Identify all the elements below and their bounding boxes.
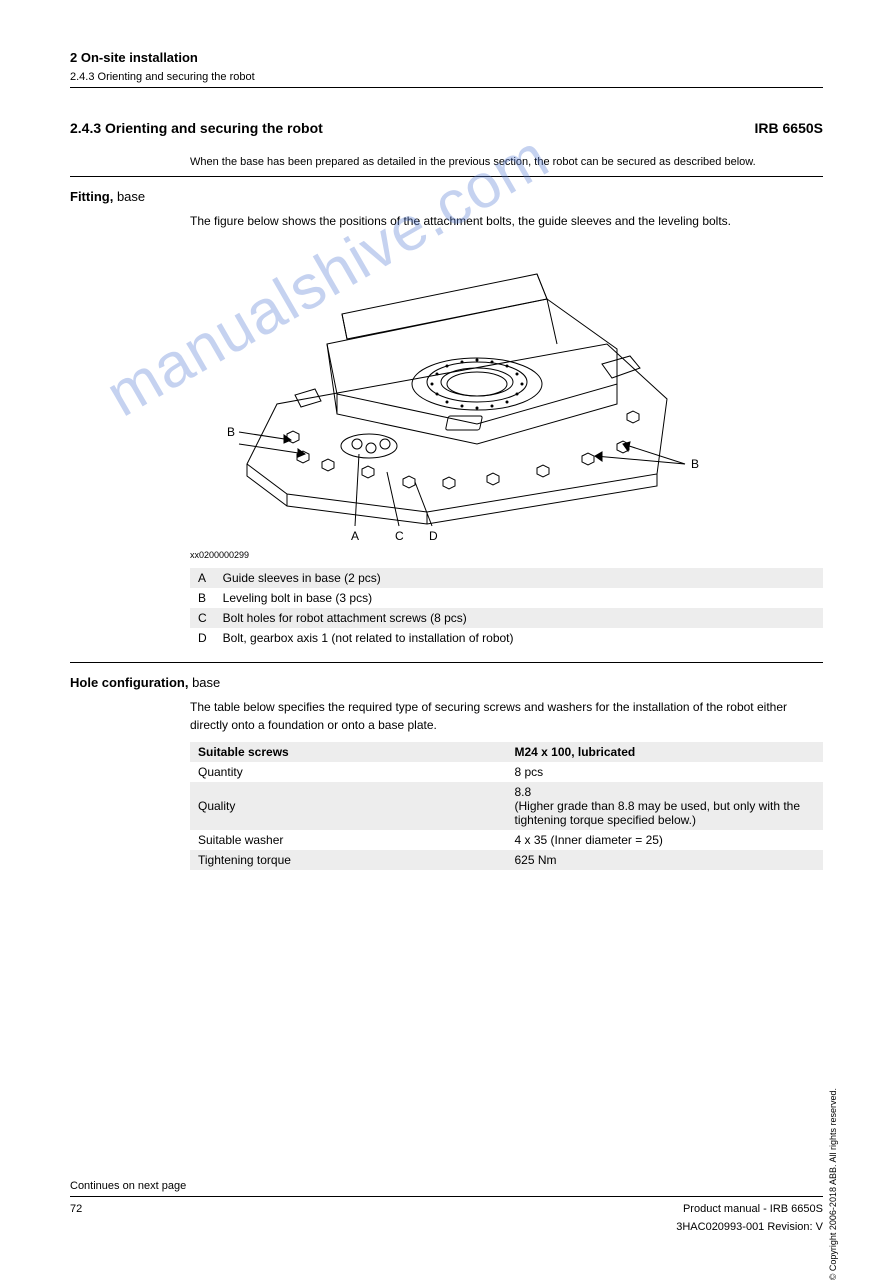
page-number: 72 [70, 1203, 82, 1215]
subsection-number: 2.4.3 Orienting and securing the robot [70, 71, 255, 83]
section-title: 2.4.3 Orienting and securing the robot [70, 120, 323, 136]
screws-cell: Quality [190, 782, 507, 830]
callout-B-left: B [227, 425, 235, 439]
table-row: DBolt, gearbox axis 1 (not related to in… [190, 628, 823, 648]
part-key: A [190, 568, 215, 588]
footer: Continues on next page 72 Product manual… [70, 1180, 823, 1233]
screws-cell: Tightening torque [190, 850, 507, 870]
fitting-block: Fitting, base The figure below shows the… [70, 189, 823, 230]
parts-table: AGuide sleeves in base (2 pcs) BLeveling… [190, 568, 823, 648]
callout-C: C [395, 529, 404, 543]
screws-h2: M24 x 100, lubricated [507, 742, 824, 762]
doc-id: 3HAC020993-001 Revision: V [676, 1221, 823, 1233]
screws-cell: Quantity [190, 762, 507, 782]
callout-D: D [429, 529, 438, 543]
part-val: Leveling bolt in base (3 pcs) [215, 588, 823, 608]
screws-table: Suitable screwsM24 x 100, lubricated Qua… [190, 742, 823, 870]
footer-line-2: 3HAC020993-001 Revision: V [70, 1221, 823, 1233]
section-title-row: 2.4.3 Orienting and securing the robot I… [70, 120, 823, 136]
screws-cell: 8.8 (Higher grade than 8.8 may be used, … [507, 782, 824, 830]
fitting-text: The figure below shows the positions of … [190, 212, 823, 230]
part-key: B [190, 588, 215, 608]
part-key: D [190, 628, 215, 648]
footer-rule [70, 1196, 823, 1197]
table-row: CBolt holes for robot attachment screws … [190, 608, 823, 628]
table-row: Suitable washer4 x 35 (Inner diameter = … [190, 830, 823, 850]
footer-line-1: 72 Product manual - IRB 6650S [70, 1203, 823, 1215]
part-val: Bolt holes for robot attachment screws (… [215, 608, 823, 628]
copyright: © Copyright 2006-2018 ABB. All rights re… [828, 1088, 838, 1280]
screws-heading: Hole configuration, base [70, 675, 823, 690]
continues-note: Continues on next page [70, 1180, 823, 1192]
screws-heading-bold: Hole configuration, [70, 675, 188, 690]
doc-title: Product manual - IRB 6650S [683, 1203, 823, 1215]
table-row: Suitable screwsM24 x 100, lubricated [190, 742, 823, 762]
section-rule-2 [70, 662, 823, 663]
screws-block: Hole configuration, base The table below… [70, 675, 823, 870]
product-label: IRB 6650S [755, 120, 823, 136]
fitting-heading-bold: Fitting, [70, 189, 113, 204]
figure: B B A C D [187, 244, 707, 544]
screws-heading-rest: base [188, 675, 220, 690]
screws-cell: 4 x 35 (Inner diameter = 25) [507, 830, 824, 850]
section-number: 2 On-site installation [70, 50, 198, 65]
table-row: Quality8.8 (Higher grade than 8.8 may be… [190, 782, 823, 830]
table-row: AGuide sleeves in base (2 pcs) [190, 568, 823, 588]
figure-svg: B B A C D [187, 244, 707, 544]
subsection-header: 2.4.3 Orienting and securing the robot [70, 71, 823, 83]
header-rule [70, 87, 823, 88]
table-row: BLeveling bolt in base (3 pcs) [190, 588, 823, 608]
fitting-heading: Fitting, base [70, 189, 823, 204]
section-subtitle: When the base has been prepared as detai… [190, 156, 823, 168]
table-row: Quantity8 pcs [190, 762, 823, 782]
callout-B-right: B [691, 457, 699, 471]
part-key: C [190, 608, 215, 628]
callout-A: A [351, 529, 359, 543]
part-val: Bolt, gearbox axis 1 (not related to ins… [215, 628, 823, 648]
screws-cell: 625 Nm [507, 850, 824, 870]
screws-cell: 8 pcs [507, 762, 824, 782]
table-row: Tightening torque625 Nm [190, 850, 823, 870]
part-val: Guide sleeves in base (2 pcs) [215, 568, 823, 588]
page-header: 2 On-site installation [70, 50, 823, 65]
screws-intro: The table below specifies the required t… [190, 698, 823, 734]
fitting-heading-rest: base [113, 189, 145, 204]
screws-cell: Suitable washer [190, 830, 507, 850]
section-rule-1 [70, 176, 823, 177]
screws-h1: Suitable screws [190, 742, 507, 762]
figure-ref: xx0200000299 [190, 550, 823, 560]
